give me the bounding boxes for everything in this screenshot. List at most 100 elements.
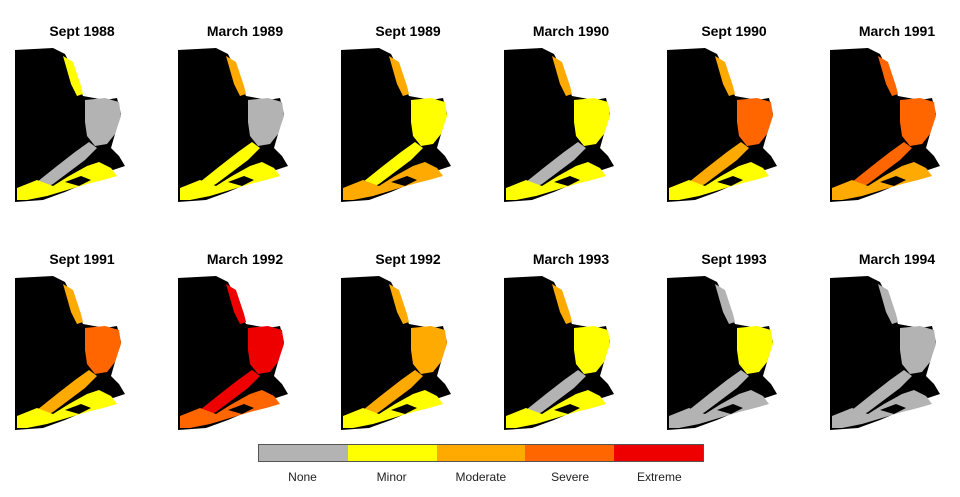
england-map [830, 276, 940, 430]
estuary-inlet [391, 176, 417, 186]
england-map [667, 276, 777, 430]
england-map [178, 48, 288, 202]
england-map [341, 48, 451, 202]
estuary-inlet [391, 404, 417, 414]
region-north-east [878, 56, 898, 96]
estuary-inlet [880, 404, 906, 414]
legend-label-severe: Severe [551, 470, 590, 484]
region-east-anglia [574, 98, 610, 146]
region-north-east [389, 56, 409, 96]
legend-label-none: None [288, 470, 317, 484]
estuary-inlet [256, 380, 282, 390]
region-south-coast [506, 162, 606, 200]
estuary-inlet [256, 152, 282, 162]
severity-legend: None Minor Moderate Severe Extreme [258, 444, 704, 488]
panel-title: Sept 1991 [49, 251, 115, 267]
region-east-anglia [737, 98, 773, 146]
region-north-east [715, 56, 735, 96]
region-east-anglia [85, 326, 121, 374]
estuary-inlet [228, 176, 254, 186]
map-panel: March 1991 [822, 22, 960, 222]
map-panel: Sept 1992 [333, 250, 483, 450]
map-panel: March 1990 [496, 22, 646, 222]
england-map [504, 48, 614, 202]
england-map [341, 276, 451, 430]
region-thames-corridor [852, 142, 912, 190]
england-map [667, 48, 777, 202]
estuary-inlet [745, 380, 771, 390]
map-panel: March 1992 [170, 250, 320, 450]
map-panel: Sept 1993 [659, 250, 809, 450]
estuary-inlet [582, 152, 608, 162]
region-south-coast [669, 162, 769, 200]
estuary-inlet [745, 152, 771, 162]
panel-title: March 1992 [206, 251, 284, 267]
england-map [830, 48, 940, 202]
region-east-anglia [574, 326, 610, 374]
region-east-anglia [248, 98, 284, 146]
legend-label-moderate: Moderate [455, 470, 507, 484]
estuary-inlet [554, 404, 580, 414]
panel-title: March 1991 [858, 23, 936, 39]
region-south-coast [506, 390, 606, 428]
region-north-east [552, 284, 572, 324]
panel-title: Sept 1990 [701, 23, 767, 39]
estuary-inlet [228, 404, 254, 414]
region-east-anglia [737, 326, 773, 374]
region-south-coast [832, 162, 932, 200]
legend-swatch-moderate [436, 445, 526, 461]
map-panel: Sept 1989 [333, 22, 483, 222]
region-thames-corridor [526, 370, 586, 418]
legend-label-minor: Minor [376, 470, 407, 484]
region-south-coast [180, 390, 280, 428]
panel-title: Sept 1993 [701, 251, 767, 267]
legend-swatch-none [259, 445, 348, 461]
estuary-inlet [93, 380, 119, 390]
region-north-east [389, 284, 409, 324]
region-east-anglia [411, 98, 447, 146]
estuary-inlet [717, 176, 743, 186]
estuary-inlet [717, 404, 743, 414]
map-panel: Sept 1988 [7, 22, 157, 222]
panel-title: March 1989 [206, 23, 284, 39]
estuary-inlet [419, 152, 445, 162]
region-east-anglia [411, 326, 447, 374]
panel-title: Sept 1988 [49, 23, 115, 39]
region-thames-corridor [363, 370, 423, 418]
region-north-east [715, 284, 735, 324]
england-map [178, 276, 288, 430]
map-panel: March 1989 [170, 22, 320, 222]
region-thames-corridor [37, 142, 97, 190]
region-thames-corridor [37, 370, 97, 418]
region-east-anglia [85, 98, 121, 146]
map-panel: Sept 1990 [659, 22, 809, 222]
region-thames-corridor [200, 142, 260, 190]
estuary-inlet [880, 176, 906, 186]
region-south-coast [180, 162, 280, 200]
estuary-inlet [65, 404, 91, 414]
region-thames-corridor [689, 370, 749, 418]
england-map [504, 276, 614, 430]
region-east-anglia [248, 326, 284, 374]
map-panel: March 1994 [822, 250, 960, 450]
region-thames-corridor [200, 370, 260, 418]
map-panel: Sept 1991 [7, 250, 157, 450]
estuary-inlet [908, 380, 934, 390]
england-map [15, 48, 125, 202]
england-map [15, 276, 125, 430]
legend-swatch-severe [525, 445, 615, 461]
panel-title: March 1993 [532, 251, 610, 267]
region-south-coast [17, 390, 117, 428]
estuary-inlet [93, 152, 119, 162]
estuary-inlet [65, 176, 91, 186]
region-north-east [63, 56, 83, 96]
estuary-inlet [582, 380, 608, 390]
region-thames-corridor [363, 142, 423, 190]
region-north-east [552, 56, 572, 96]
region-south-coast [17, 162, 117, 200]
region-east-anglia [900, 98, 936, 146]
estuary-inlet [554, 176, 580, 186]
legend-swatch-minor [347, 445, 437, 461]
region-thames-corridor [852, 370, 912, 418]
legend-label-extreme: Extreme [636, 470, 682, 484]
